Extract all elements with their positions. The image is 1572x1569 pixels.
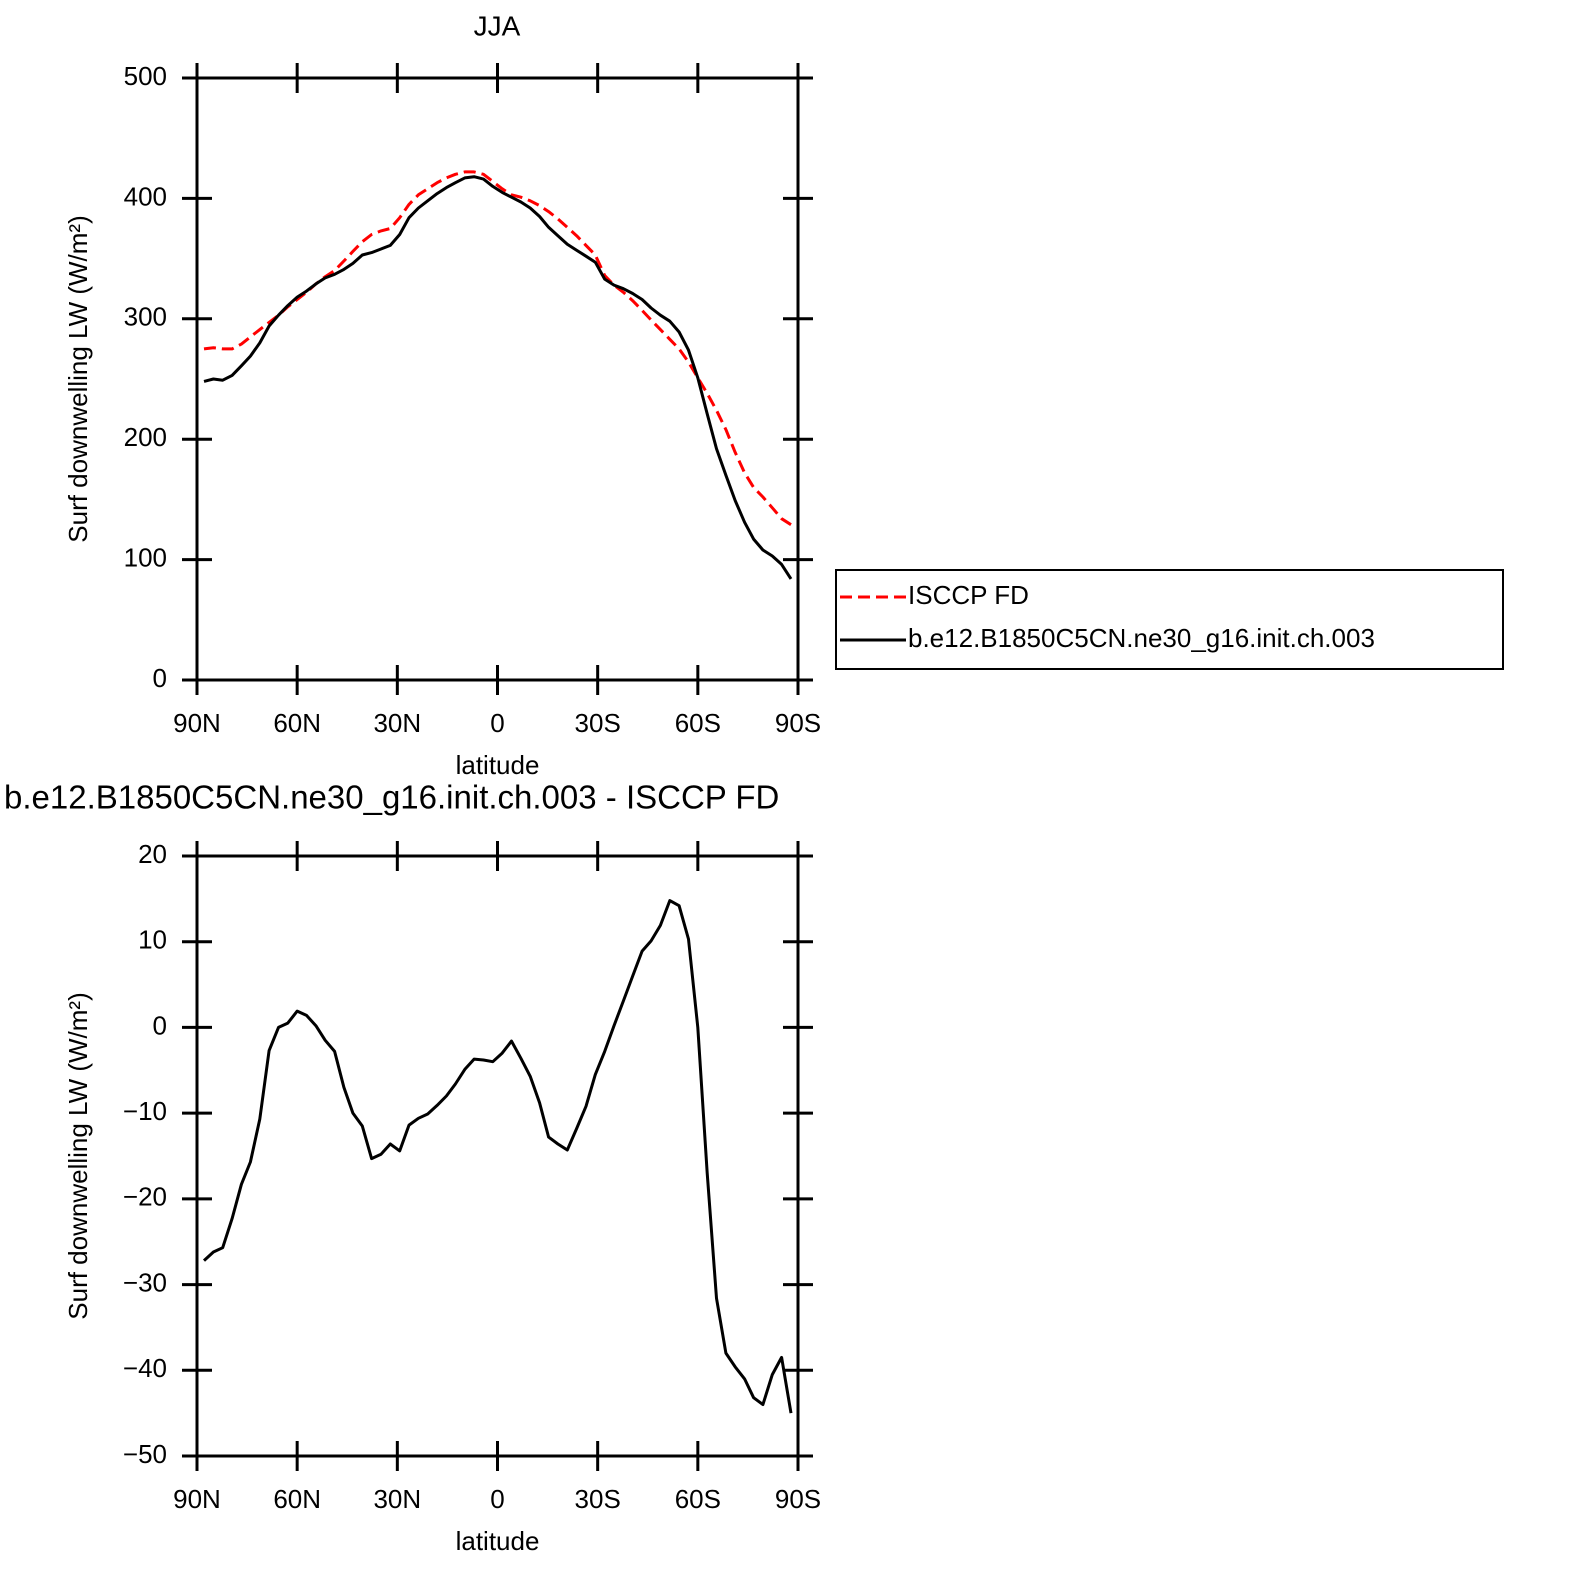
x-tick-label: 90S	[775, 1484, 821, 1514]
plot-frame	[195, 854, 800, 1458]
y-tick-label: 400	[124, 181, 167, 211]
x-tick-label: 90N	[173, 1484, 221, 1514]
y-tick-label: 20	[138, 839, 167, 869]
data-line	[203, 170, 792, 526]
x-axis-label: latitude	[456, 1526, 540, 1556]
y-tick-label: 0	[153, 1010, 167, 1040]
x-axis-label: latitude	[456, 750, 540, 780]
x-tick-label: 0	[490, 1484, 504, 1514]
plot-frame	[195, 76, 800, 682]
x-tick-label: 30S	[575, 1484, 621, 1514]
y-tick-label: −10	[123, 1096, 167, 1126]
y-tick-label: 0	[153, 663, 167, 693]
y-tick-label: −50	[123, 1439, 167, 1469]
legend-label: b.e12.B1850C5CN.ne30_g16.init.ch.003	[908, 623, 1375, 653]
x-tick-label: 60S	[675, 708, 721, 738]
chart-title: JJA	[474, 10, 521, 41]
x-tick-label: 0	[490, 708, 504, 738]
y-axis-label: Surf downwelling LW (W/m²)	[63, 215, 93, 542]
chart-title: b.e12.B1850C5CN.ne30_g16.init.ch.003 - I…	[4, 779, 779, 816]
x-tick-label: 30S	[575, 708, 621, 738]
y-tick-label: −20	[123, 1182, 167, 1212]
y-tick-label: 200	[124, 422, 167, 452]
y-tick-label: 100	[124, 542, 167, 572]
x-tick-label: 60S	[675, 1484, 721, 1514]
x-tick-label: 60N	[273, 1484, 321, 1514]
data-line	[202, 899, 793, 1414]
x-tick-label: 90N	[173, 708, 221, 738]
x-tick-label: 30N	[373, 708, 421, 738]
legend-box	[835, 569, 1504, 670]
y-tick-label: −40	[123, 1353, 167, 1383]
data-line	[203, 175, 793, 580]
y-tick-label: 10	[138, 925, 167, 955]
y-tick-label: −30	[123, 1267, 167, 1297]
legend-label: ISCCP FD	[908, 580, 1029, 610]
y-tick-label: 300	[124, 302, 167, 332]
y-tick-label: 500	[124, 61, 167, 91]
y-axis-label: Surf downwelling LW (W/m²)	[63, 992, 93, 1319]
x-tick-label: 90S	[775, 708, 821, 738]
x-tick-label: 30N	[373, 1484, 421, 1514]
x-tick-label: 60N	[273, 708, 321, 738]
